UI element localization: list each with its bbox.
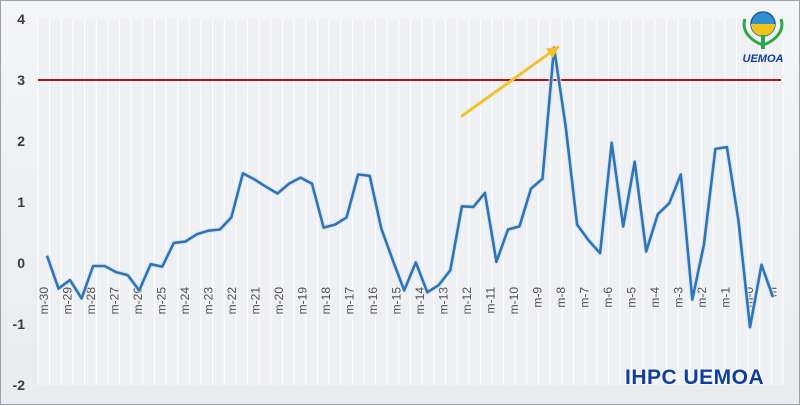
x-tick-label: m-2	[695, 287, 709, 308]
x-tick-label: m-12	[460, 287, 474, 315]
svg-text:UEMOA: UEMOA	[743, 53, 784, 65]
x-tick-label: m-13	[437, 287, 451, 315]
x-tick-label: m-9	[531, 287, 545, 308]
x-tick-label: m-5	[625, 287, 639, 308]
x-tick-label: m-8	[554, 287, 568, 308]
x-tick-label: m-14	[413, 287, 427, 315]
y-tick-label: 0	[17, 255, 25, 271]
annotation-arrow-shaft	[460, 45, 560, 118]
x-tick-label: m-20	[272, 287, 286, 315]
x-tick-label: m-22	[225, 287, 239, 315]
x-tick-label: m-19	[296, 287, 310, 315]
y-tick-label: 4	[17, 11, 25, 27]
x-tick-label: m-21	[249, 287, 263, 315]
x-tick-label: m-27	[108, 287, 122, 315]
x-tick-label: m-15	[390, 287, 404, 315]
x-tick-label: m-11	[484, 287, 498, 314]
x-tick-label: m-3	[672, 287, 686, 308]
y-tick-label: 3	[17, 72, 25, 88]
x-tick-label: m-10	[507, 287, 521, 315]
y-tick-label: -2	[13, 377, 26, 393]
x-tick-label: m-7	[578, 287, 592, 308]
x-tick-label: m-23	[202, 287, 216, 315]
uemoa-logo: UEMOA	[737, 7, 789, 65]
brand-label: IHPC UEMOA	[625, 366, 765, 389]
x-tick-label: m-28	[84, 287, 98, 315]
x-tick-label: m-29	[61, 287, 75, 315]
x-tick-label: m-1	[719, 287, 733, 308]
x-tick-label: m-17	[343, 287, 357, 315]
y-tick-label: -1	[13, 316, 26, 332]
x-tick-label: m-24	[178, 287, 192, 315]
annotation-arrow-head	[545, 46, 559, 59]
x-tick-label: m-6	[601, 287, 615, 308]
x-tick-label: m-4	[648, 287, 662, 308]
x-tick-label: m-16	[366, 287, 380, 315]
y-tick-label: 2	[17, 133, 25, 149]
x-tick-label: m-26	[131, 287, 145, 315]
x-tick-label: m-18	[319, 287, 333, 315]
x-tick-label: m-25	[155, 287, 169, 315]
series-line	[45, 46, 775, 329]
y-tick-label: 1	[17, 194, 25, 210]
x-tick-label: m-30	[37, 287, 51, 315]
